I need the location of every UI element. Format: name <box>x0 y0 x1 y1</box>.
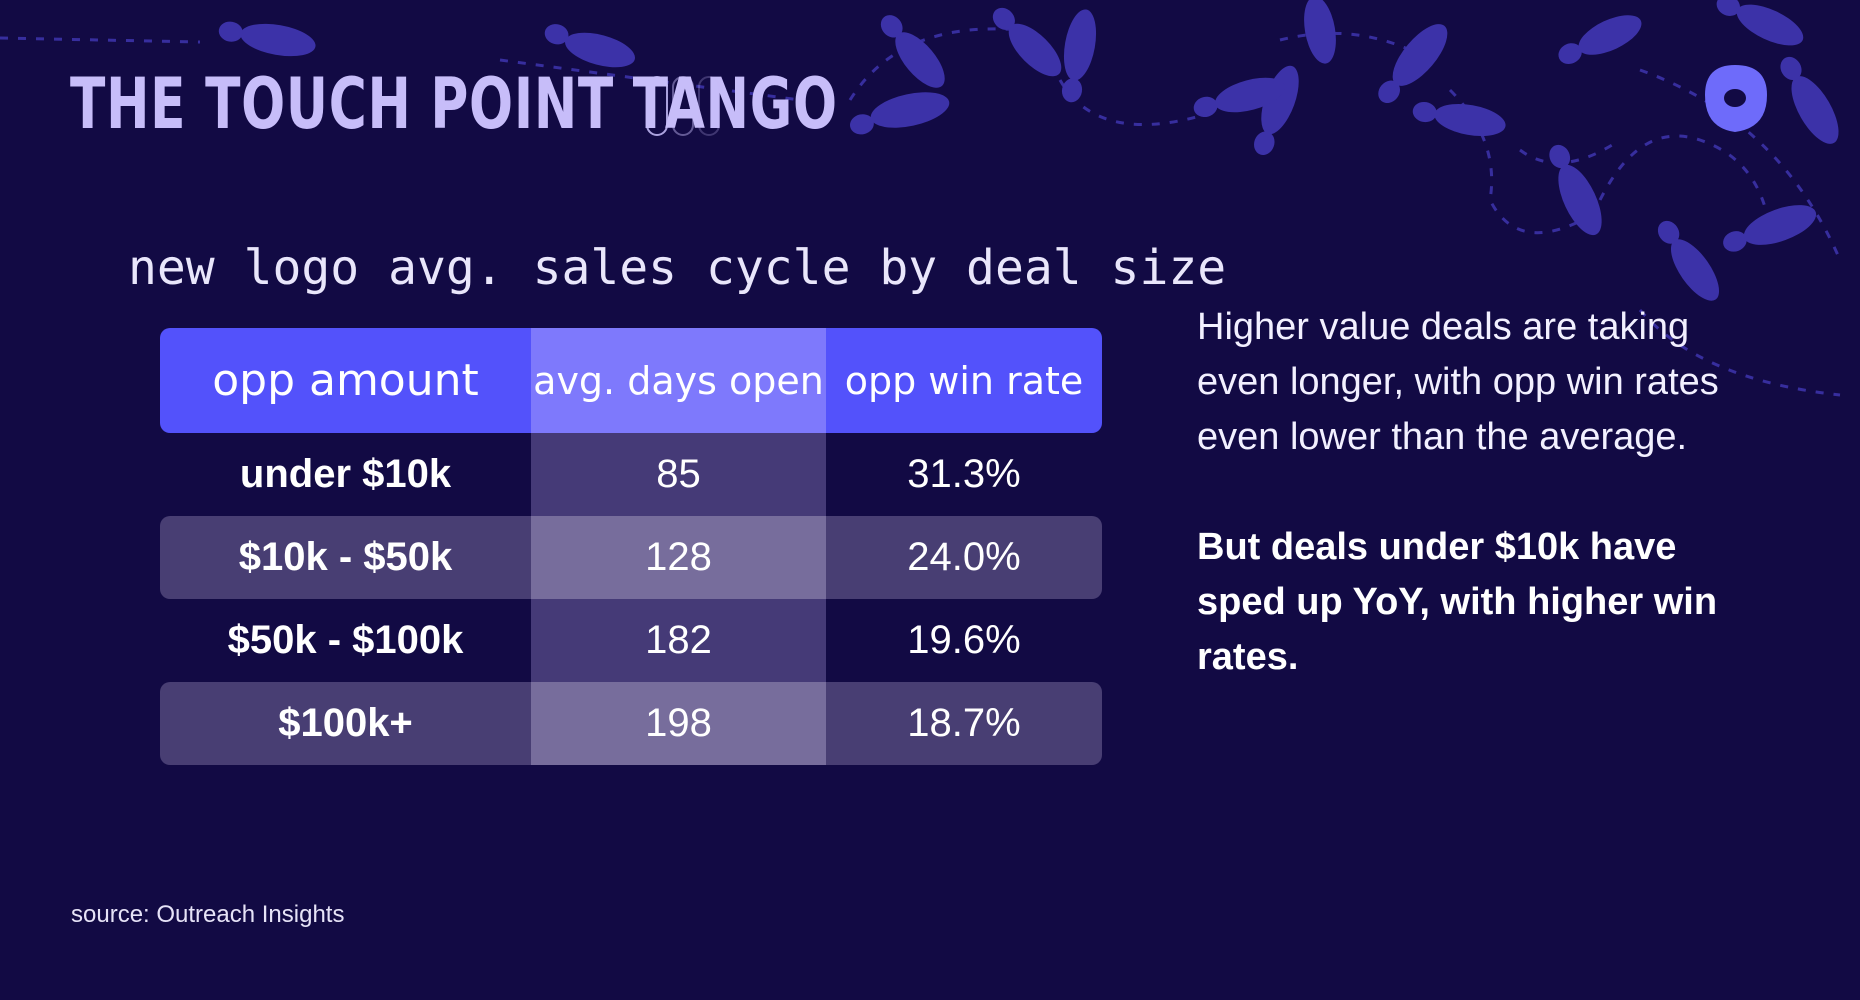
opp-win-rate-cell: 31.3% <box>907 452 1021 496</box>
footprint-icon <box>1723 205 1817 252</box>
table-header-row: opp amount avg. days open opp win rate <box>160 328 1102 433</box>
opp-amount-cell: $50k - $100k <box>227 618 464 662</box>
footprint-icon <box>880 15 945 88</box>
table-row: under $10k 85 31.3% <box>160 433 1102 516</box>
footprint-icon <box>218 21 316 57</box>
footprint-icon <box>1378 24 1448 103</box>
footprint-icon <box>1657 220 1720 301</box>
footprint-icon <box>1254 65 1299 156</box>
outline-letter-icon <box>698 76 720 136</box>
source-note: source: Outreach Insights <box>71 901 345 928</box>
column-header-opp-win-rate: opp win rate <box>826 328 1102 433</box>
footprint-icon <box>544 24 635 68</box>
avg-days-open-cell: 198 <box>531 682 826 765</box>
table-row: $10k - $50k 128 24.0% <box>160 516 1102 599</box>
commentary-paragraph: Higher value deals are taking even longe… <box>1197 306 1719 458</box>
outline-letter-icon <box>672 76 694 136</box>
avg-days-open-cell: 128 <box>531 516 826 599</box>
title-wrap: THE TOUCH POINT TANGO <box>70 64 1108 144</box>
commentary-highlight-paragraph: But deals under $10k have sped up YoY, w… <box>1197 526 1718 678</box>
footprint-icon <box>1549 144 1602 236</box>
avg-days-open-cell: 182 <box>531 599 826 682</box>
opp-win-rate-cell: 24.0% <box>826 516 1102 599</box>
title-outline-decoration <box>646 76 720 136</box>
footprint-icon <box>1780 56 1839 144</box>
commentary: Higher value deals are taking even longe… <box>1197 300 1757 685</box>
table-row: $100k+ 198 18.7% <box>160 682 1102 765</box>
table-row: $50k - $100k 182 19.6% <box>160 599 1102 682</box>
footprint-icon <box>850 92 950 135</box>
opp-amount-cell: $10k - $50k <box>160 516 531 599</box>
opp-amount-cell: $100k+ <box>160 682 531 765</box>
deck-title: THE TOUCH POINT TANGO <box>70 63 838 145</box>
table-subtitle: new logo avg. sales cycle by deal size <box>128 240 1227 296</box>
outreach-logo-icon <box>1705 65 1767 132</box>
column-header-opp-amount: opp amount <box>160 328 531 433</box>
opp-win-rate-cell: 19.6% <box>907 618 1021 662</box>
footprint-icon <box>1412 101 1506 137</box>
footprint-icon <box>1304 0 1336 64</box>
footprint-icon <box>1193 77 1285 118</box>
column-header-avg-days-open: avg. days open <box>531 328 826 433</box>
outline-letter-icon <box>646 76 668 136</box>
avg-days-open-cell: 85 <box>531 433 826 516</box>
footprint-icon <box>992 7 1062 77</box>
opp-amount-cell: under $10k <box>239 452 452 496</box>
footprint-icon <box>1558 15 1642 64</box>
footprint-icon <box>1061 9 1097 103</box>
opp-win-rate-cell: 18.7% <box>826 682 1102 765</box>
deal-size-table: opp amount avg. days open opp win rate u… <box>160 328 1102 765</box>
footprint-icon <box>1716 0 1804 46</box>
